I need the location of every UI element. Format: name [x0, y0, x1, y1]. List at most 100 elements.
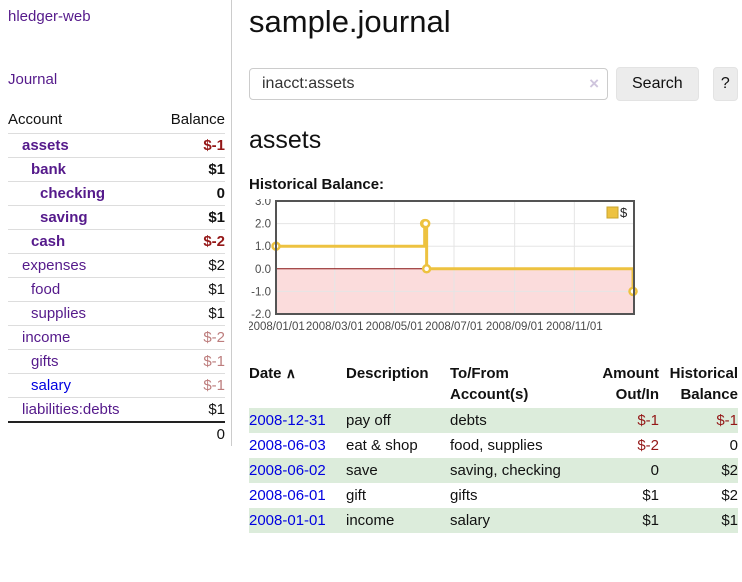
account-row-salary: salary $-1: [8, 373, 225, 398]
transaction-amount: $-1: [637, 412, 659, 429]
transaction-amount: 0: [650, 462, 659, 479]
accounts-col-account: Account: [8, 111, 63, 128]
svg-text:2.0: 2.0: [255, 219, 271, 231]
register-row: 2008-06-02 save saving, checking 0 $2: [249, 458, 738, 483]
register-row: 2008-06-01 gift gifts $1 $2: [249, 483, 738, 508]
account-link-liabilities-debts[interactable]: liabilities:debts: [22, 401, 120, 418]
account-link-supplies[interactable]: supplies: [31, 305, 87, 322]
transaction-balance: $1: [721, 512, 738, 529]
svg-text:2008/09/01: 2008/09/01: [486, 321, 544, 333]
svg-text:$: $: [620, 205, 628, 220]
accounts-header-row: Account Balance: [8, 109, 225, 134]
nav-journal-link[interactable]: Journal: [8, 71, 58, 88]
transaction-amount: $1: [642, 487, 659, 504]
account-link-income[interactable]: income: [22, 329, 71, 346]
register-col-date[interactable]: Date ∧: [249, 365, 296, 382]
search-form: × Search ?: [249, 67, 738, 101]
register-col-description: Description: [346, 365, 429, 382]
account-link-food[interactable]: food: [31, 281, 61, 298]
account-row-expenses: expenses $2: [8, 253, 225, 278]
svg-text:2008/07/01: 2008/07/01: [425, 321, 483, 333]
transaction-description: pay off: [346, 412, 391, 429]
clear-search-icon[interactable]: ×: [589, 74, 599, 93]
svg-text:1.0: 1.0: [255, 241, 271, 253]
transaction-date-link[interactable]: 2008-12-31: [249, 412, 326, 429]
account-balance: $1: [154, 205, 225, 230]
main-content: sample.journal × Search ? assets Histori…: [247, 0, 738, 533]
transaction-date-link[interactable]: 2008-06-03: [249, 437, 326, 454]
account-row-liabilities-debts: liabilities:debts $1: [8, 397, 225, 422]
account-balance: $-2: [154, 325, 225, 350]
app-brand-link[interactable]: hledger-web: [8, 8, 91, 25]
transaction-balance: 0: [729, 437, 738, 454]
account-balance: $1: [154, 301, 225, 326]
help-button[interactable]: ?: [712, 67, 738, 101]
account-balance: $1: [154, 157, 225, 182]
register-row: 2008-06-03 eat & shop food, supplies $-2…: [249, 433, 738, 458]
sidebar: hledger-web Journal Account Balance asse…: [0, 0, 232, 446]
account-balance: $-1: [154, 373, 225, 398]
transaction-balance: $-1: [716, 412, 738, 429]
chart-title: Historical Balance:: [249, 176, 385, 193]
transaction-description: income: [346, 512, 395, 529]
transaction-balance: $2: [721, 462, 738, 479]
transaction-accounts: gifts: [450, 487, 478, 504]
search-button[interactable]: Search: [616, 67, 699, 101]
transaction-description: save: [346, 462, 378, 479]
account-link-gifts[interactable]: gifts: [31, 353, 59, 370]
svg-text:2008/03/01: 2008/03/01: [306, 321, 364, 333]
account-balance: $1: [154, 277, 225, 302]
svg-text:2008/11/01: 2008/11/01: [546, 321, 603, 333]
account-row-checking: checking 0: [8, 181, 225, 206]
register-col-balance: Historical Balance: [669, 365, 738, 403]
svg-text:2008/05/01: 2008/05/01: [366, 321, 424, 333]
search-input[interactable]: [249, 68, 608, 100]
accounts-total-row: 0: [8, 421, 225, 446]
historical-balance-chart: $3.0 2.0 1.0 0.0 -1.0 -2.0 2008/01/01 2008/03/0…: [247, 196, 738, 344]
account-row-supplies: supplies $1: [8, 301, 225, 326]
account-balance: $2: [154, 253, 225, 278]
account-row-bank: bank $1: [8, 157, 225, 182]
account-row-cash: cash $-2: [8, 229, 225, 254]
account-row-saving: saving $1: [8, 205, 225, 230]
transaction-date-link[interactable]: 2008-06-01: [249, 487, 326, 504]
account-link-bank[interactable]: bank: [31, 161, 67, 178]
svg-text:3.0: 3.0: [255, 199, 271, 208]
accounts-table: Account Balance assets $-1 bank $1 check…: [8, 109, 225, 446]
account-row-food: food $1: [8, 277, 225, 302]
account-balance: 0: [154, 181, 225, 206]
svg-text:-1.0: -1.0: [251, 286, 271, 298]
register-table: Date ∧ Description To/From Account(s) Am…: [249, 362, 738, 533]
transaction-date-link[interactable]: 2008-06-02: [249, 462, 326, 479]
account-link-assets[interactable]: assets: [22, 137, 69, 154]
sort-ascending-icon: ∧: [285, 365, 296, 381]
transaction-accounts: food, supplies: [450, 437, 543, 454]
account-balance: $-1: [154, 349, 225, 374]
register-col-amount: Amount Out/In: [602, 365, 659, 403]
account-title: assets: [249, 126, 322, 154]
register-col-accounts: To/From Account(s): [450, 365, 529, 403]
transaction-accounts: saving, checking: [450, 462, 561, 479]
page-title: sample.journal: [249, 4, 451, 39]
account-link-expenses[interactable]: expenses: [22, 257, 87, 274]
transaction-balance: $2: [721, 487, 738, 504]
transaction-description: gift: [346, 487, 367, 504]
accounts-col-balance: Balance: [170, 111, 225, 128]
transaction-description: eat & shop: [346, 437, 418, 454]
account-link-cash[interactable]: cash: [31, 233, 66, 250]
account-link-checking[interactable]: checking: [40, 185, 106, 202]
transaction-accounts: debts: [450, 412, 487, 429]
transaction-date-link[interactable]: 2008-01-01: [249, 512, 326, 529]
account-link-salary[interactable]: salary: [31, 377, 72, 394]
svg-text:2008/01/01: 2008/01/01: [249, 321, 305, 333]
transaction-accounts: salary: [450, 512, 491, 529]
register-header-row: Date ∧ Description To/From Account(s) Am…: [249, 362, 738, 408]
register-row: 2008-12-31 pay off debts $-1 $-1: [249, 408, 738, 433]
account-balance: $-2: [154, 229, 225, 254]
account-link-saving[interactable]: saving: [40, 209, 88, 226]
account-balance: $1: [154, 397, 225, 422]
transaction-amount: $-2: [637, 437, 659, 454]
accounts-total-value: 0: [154, 421, 225, 446]
account-row-assets: assets $-1: [8, 133, 225, 158]
